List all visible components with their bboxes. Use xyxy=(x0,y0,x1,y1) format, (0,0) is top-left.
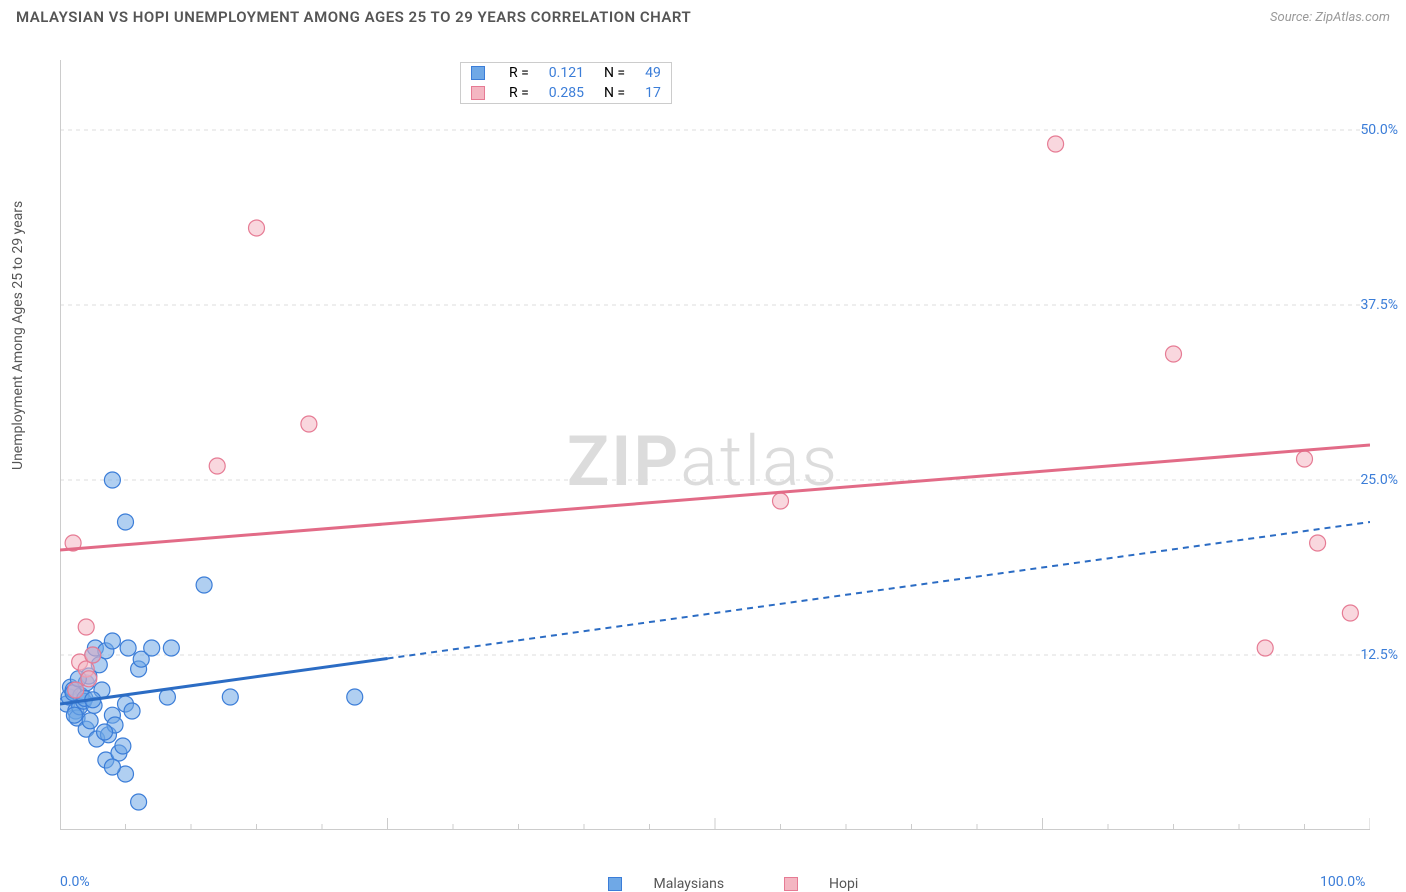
chart-container: Unemployment Among Ages 25 to 29 years R… xyxy=(0,40,1406,892)
y-tick-label: 12.5% xyxy=(1360,647,1398,663)
legend-label: Hopi xyxy=(829,876,858,892)
swatch-icon xyxy=(784,877,798,891)
chart-source: Source: ZipAtlas.com xyxy=(1270,10,1390,25)
legend-label: Malaysians xyxy=(653,876,724,892)
y-axis-label: Unemployment Among Ages 25 to 29 years xyxy=(10,201,26,470)
y-tick-label: 25.0% xyxy=(1360,472,1398,488)
legend-item-malaysians: Malaysians xyxy=(594,876,742,892)
series-legend: Malaysians Hopi xyxy=(580,876,886,892)
legend-item-hopi: Hopi xyxy=(770,876,873,892)
chart-title: MALAYSIAN VS HOPI UNEMPLOYMENT AMONG AGE… xyxy=(16,8,691,26)
chart-header: MALAYSIAN VS HOPI UNEMPLOYMENT AMONG AGE… xyxy=(0,0,1406,26)
x-tick-label: 100.0% xyxy=(1320,874,1365,890)
scatter-plot xyxy=(60,60,1370,830)
x-tick-label: 0.0% xyxy=(60,874,90,890)
swatch-icon xyxy=(608,877,622,891)
y-tick-label: 50.0% xyxy=(1360,122,1398,138)
y-tick-label: 37.5% xyxy=(1360,297,1398,313)
